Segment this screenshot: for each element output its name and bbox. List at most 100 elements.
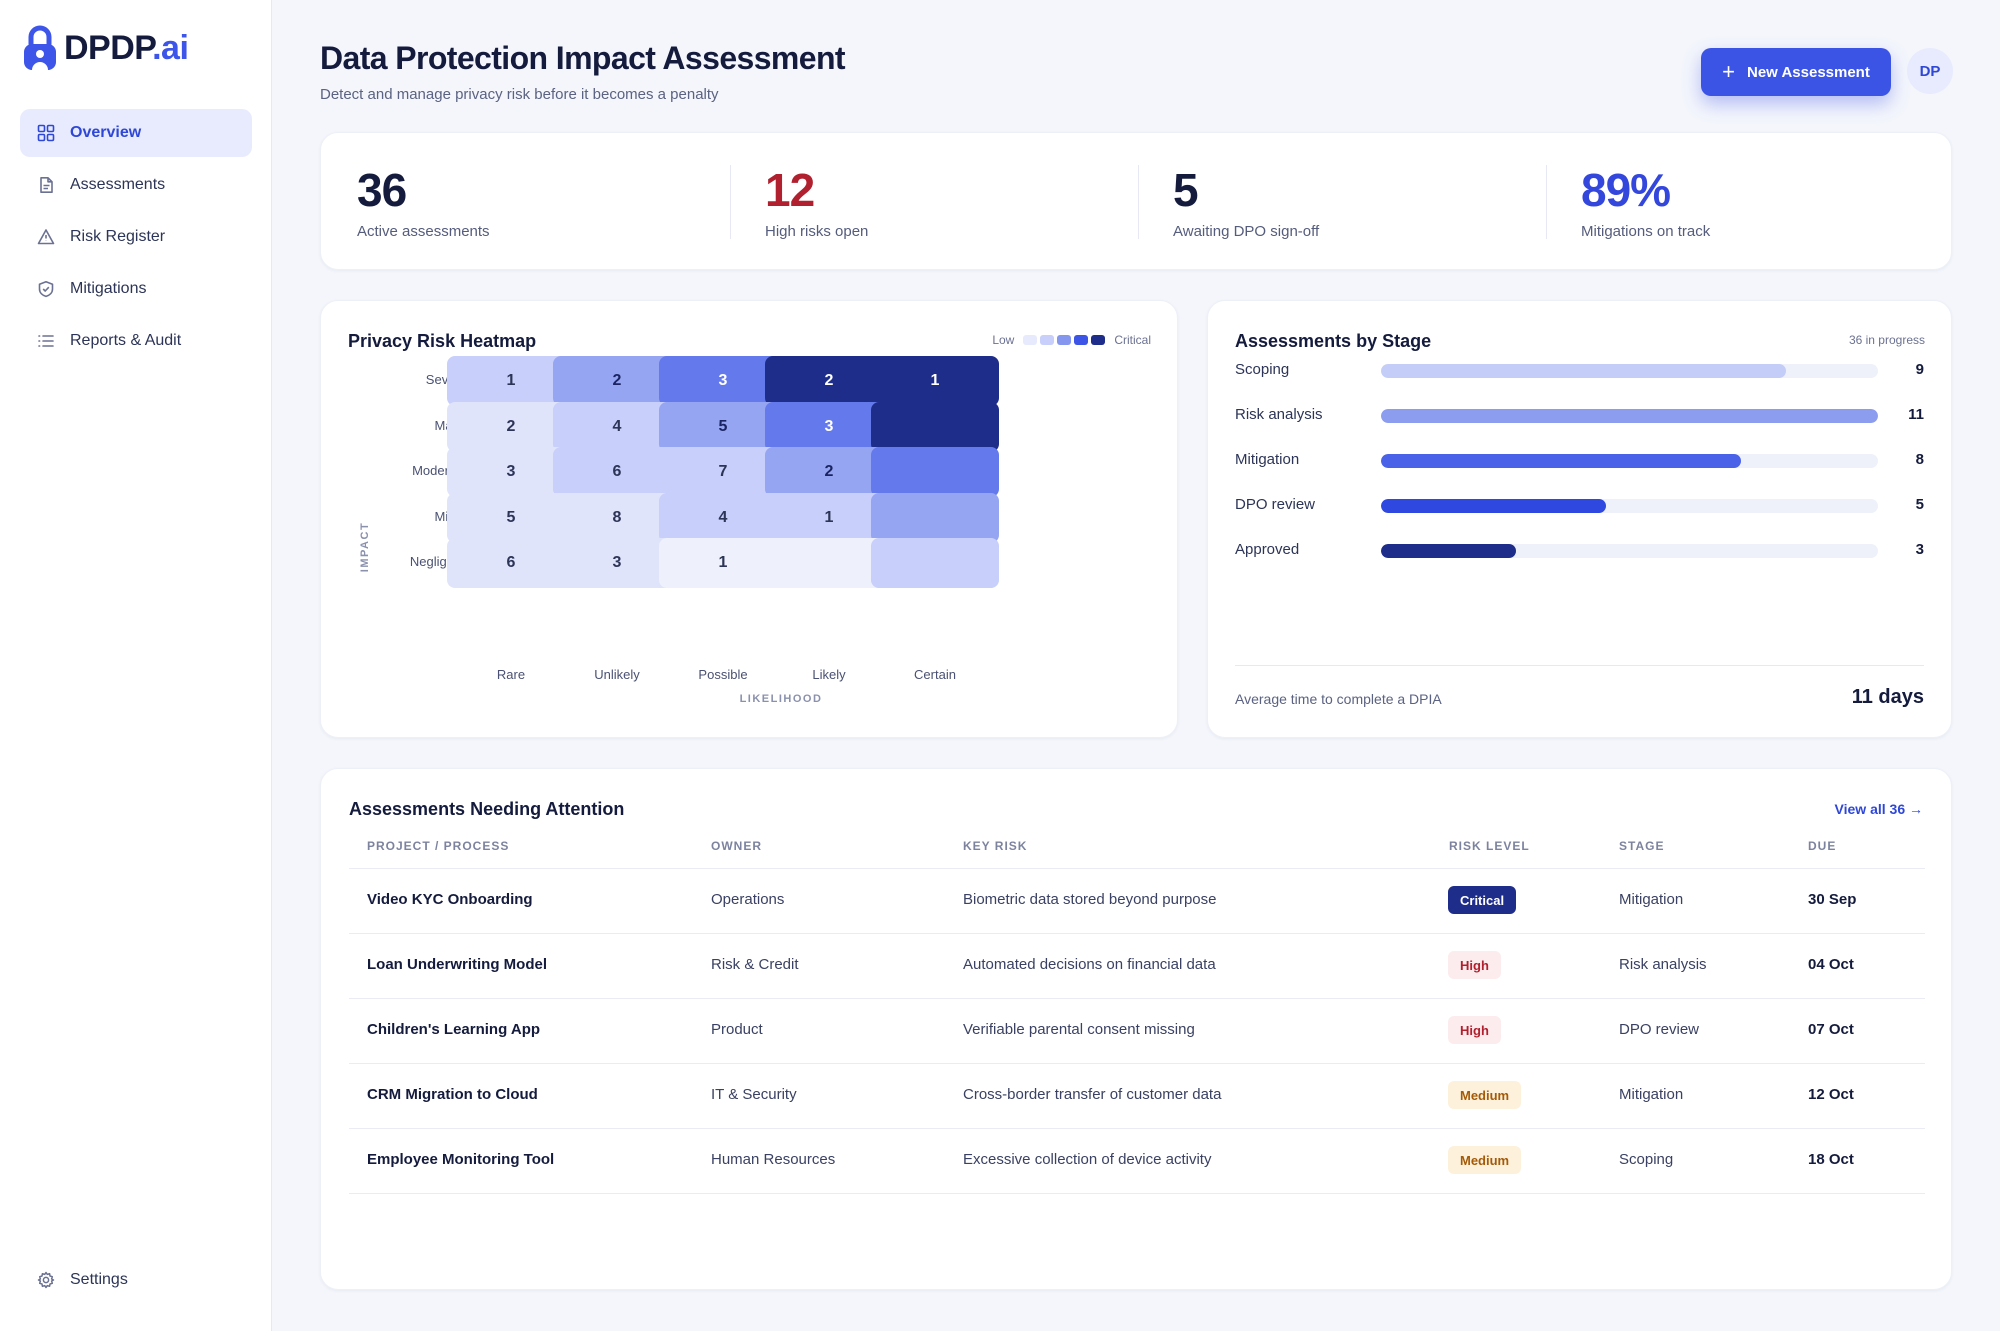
heatmap-title: Privacy Risk Heatmap [348,331,537,351]
project-name: Video KYC Onboarding [367,891,533,908]
col-label: Unlikely [594,667,640,682]
legend-swatch [1091,335,1106,345]
key-risk: Cross-border transfer of customer data [963,1086,1222,1103]
project-name: CRM Migration to Cloud [367,1086,538,1103]
lock-icon [22,24,58,72]
stage-divider [1235,665,1924,666]
sidebar-item-risk-register[interactable]: Risk Register [20,213,252,261]
legend-critical-label: Critical [1114,333,1151,347]
new-assessment-button[interactable]: + New Assessment [1701,48,1891,96]
sidebar-item-reports-audit[interactable]: Reports & Audit [20,317,252,365]
stat-value: 89% [1581,164,1671,216]
table-row[interactable]: Children's Learning App Product Verifiable… [349,998,1925,1063]
stage-bar-fill [1381,364,1786,378]
stage: DPO review [1619,1021,1700,1038]
sidebar-item-mitigations[interactable]: Mitigations [20,265,252,313]
list-icon [36,331,56,351]
stage-meta: 36 in progress [1848,333,1925,347]
stage-bar-fill [1381,499,1606,513]
due-date: 12 Oct [1808,1086,1854,1103]
table-divider [349,1193,1925,1194]
avatar[interactable]: DP [1907,48,1953,94]
table-row[interactable]: Employee Monitoring Tool Human Resources E… [349,1128,1925,1193]
stage-value: 9 [1915,361,1924,378]
stage-bar-track [1381,454,1878,468]
risk-level-badge: High [1448,951,1501,979]
key-risk: Automated decisions on financial data [963,956,1216,973]
sidebar-item-label: Assessments [70,176,166,193]
heatmap-cell[interactable]: 1 [871,356,999,406]
due-date: 04 Oct [1808,956,1854,973]
warning-icon [36,227,56,247]
risk-level-badge: High [1448,1016,1501,1044]
table-row[interactable]: Video KYC Onboarding Operations Biometric … [349,868,1925,933]
stage-bar-fill [1381,544,1516,558]
key-risk: Verifiable parental consent missing [963,1021,1195,1038]
col-label: Rare [496,667,526,682]
column-header: DUE [1808,839,1837,853]
sidebar-item-label: Overview [70,124,142,141]
column-header: STAGE [1619,839,1665,853]
stat-value: 36 [357,164,407,216]
stage-label: Risk analysis [1235,406,1323,423]
legend-swatch [1057,335,1072,345]
col-label: Possible [698,667,748,682]
table-row[interactable]: Loan Underwriting Model Risk & Credit Auto… [349,933,1925,998]
heatmap-cell[interactable] [871,538,999,588]
gear-icon [36,1270,56,1290]
legend-swatch [1074,335,1089,345]
stage-label: Scoping [1235,361,1290,378]
table-row[interactable]: CRM Migration to Cloud IT & Security Cross… [349,1063,1925,1128]
stage-value: 3 [1915,541,1924,558]
heatmap-x-axis-label: LIKELIHOOD [739,693,823,705]
heatmap-cell[interactable] [871,493,999,543]
brand-logo[interactable]: DPDP.ai [22,24,189,72]
risk-level-badge: Critical [1448,886,1517,914]
stage-bar-fill [1381,454,1741,468]
stat-value: 5 [1173,164,1199,216]
heatmap-cell[interactable] [871,447,999,497]
column-header: KEY RISK [963,839,1028,853]
stat-divider [1546,165,1547,239]
project-name: Children's Learning App [367,1021,541,1038]
avg-time-value: 11 days [1851,686,1924,708]
heatmap-cell[interactable] [871,402,999,452]
stat-divider [1138,165,1139,239]
project-name: Loan Underwriting Model [367,956,547,973]
stage: Scoping [1619,1151,1674,1168]
stage: Mitigation [1619,891,1684,908]
stat-label: Active assessments [357,223,490,240]
key-risk: Biometric data stored beyond purpose [963,891,1217,908]
legend-low-label: Low [992,333,1015,347]
view-all-link[interactable]: View all 36 → [1834,801,1923,817]
attention-title: Assessments Needing Attention [349,799,625,819]
sidebar-item-overview[interactable]: Overview [20,109,252,157]
sidebar-item-label: Risk Register [70,228,166,245]
stage-label: Approved [1235,541,1300,558]
legend-swatch [1040,335,1055,345]
new-assessment-label: New Assessment [1747,63,1870,81]
brand-name: DPDP.ai [64,28,189,67]
sidebar-item-assessments[interactable]: Assessments [20,161,252,209]
col-label: Certain [914,667,956,682]
owner: Human Resources [711,1151,836,1168]
column-header: OWNER [711,839,762,853]
stage-bar-track [1381,499,1878,513]
stage-value: 8 [1915,451,1924,468]
stat-label: Awaiting DPO sign-off [1173,223,1320,240]
stat-label: Mitigations on track [1581,223,1711,240]
stats-card: 36 Active assessments 12 High risks open… [320,132,1952,270]
owner: IT & Security [711,1086,797,1103]
avg-time-label: Average time to complete a DPIA [1235,691,1442,707]
sidebar-item-label: Mitigations [70,280,147,297]
settings-nav: Settings [20,1256,252,1308]
stage-bar-track [1381,544,1878,558]
column-header: RISK LEVEL [1449,839,1530,853]
grid-icon [36,123,56,143]
stat-divider [730,165,731,239]
risk-heatmap-card: Privacy Risk Heatmap Low Critical IMPACT… [320,300,1178,738]
stage-bar-track [1381,409,1878,423]
due-date: 07 Oct [1808,1021,1854,1038]
sidebar-item-settings[interactable]: Settings [20,1256,252,1304]
stage-value: 5 [1915,496,1924,513]
